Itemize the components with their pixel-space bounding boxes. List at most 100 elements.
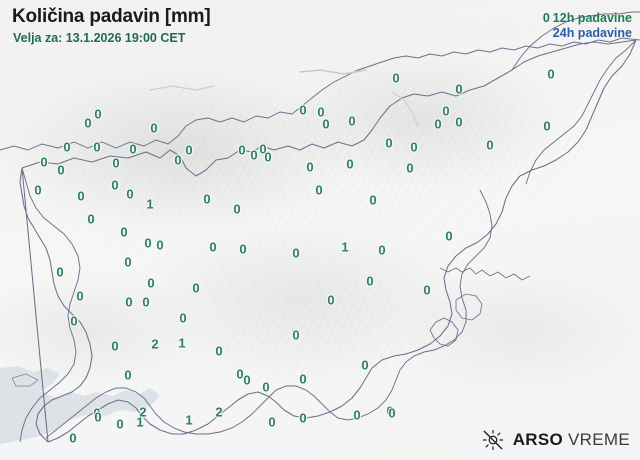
station-value: 0 xyxy=(129,141,137,157)
station-value: 0 xyxy=(156,237,164,253)
station-value: 0 xyxy=(388,405,396,421)
station-value: 0 xyxy=(34,182,42,198)
station-value: 0 xyxy=(116,416,124,432)
station-value: 0 xyxy=(203,191,211,207)
station-value: 0 xyxy=(125,294,133,310)
station-value: 0 xyxy=(353,407,361,423)
legend-label-12h: 12h padavine xyxy=(552,11,632,25)
station-value: 2 xyxy=(215,404,223,420)
station-value: 0 xyxy=(445,228,453,244)
station-value: 0 xyxy=(259,141,267,157)
page-title: Količina padavin [mm] xyxy=(12,6,211,27)
station-value: 0 xyxy=(306,159,314,175)
station-value: 0 xyxy=(124,367,132,383)
station-value: 0 xyxy=(93,139,101,155)
station-value: 0 xyxy=(77,188,85,204)
station-value: 0 xyxy=(111,177,119,193)
station-value: 0 xyxy=(57,162,65,178)
station-value: 0 xyxy=(87,211,95,227)
station-value: 0 xyxy=(124,254,132,270)
station-value: 0 xyxy=(292,327,300,343)
station-value: 0 xyxy=(348,113,356,129)
station-value: 0 xyxy=(94,106,102,122)
station-value: 0 xyxy=(299,410,307,426)
station-value: 0 xyxy=(84,115,92,131)
station-value: 1 xyxy=(341,239,349,255)
station-value: 0 xyxy=(147,275,155,291)
station-value: 1 xyxy=(146,196,154,212)
arso-vreme-logo: ARSO VREME xyxy=(482,429,630,451)
station-value: 0 xyxy=(386,403,394,419)
station-value: 0 xyxy=(70,313,78,329)
station-value: 0 xyxy=(233,201,241,217)
station-value: 0 xyxy=(486,137,494,153)
station-value: 0 xyxy=(69,430,77,446)
station-value: 0 xyxy=(243,372,251,388)
station-value: 0 xyxy=(322,116,330,132)
station-value: 0 xyxy=(410,139,418,155)
station-value: 0 xyxy=(150,120,158,136)
station-value: 0 xyxy=(315,182,323,198)
station-value: 0 xyxy=(434,116,442,132)
station-value: 0 xyxy=(299,102,307,118)
legend-row-12h: 0 12h padavine xyxy=(543,11,632,26)
station-value: 0 xyxy=(174,152,182,168)
station-value: 0 xyxy=(543,118,551,134)
station-value: 0 xyxy=(112,155,120,171)
station-value: 0 xyxy=(185,142,193,158)
legend-value-swatch: 0 xyxy=(542,11,550,25)
station-value: 2 xyxy=(151,336,159,352)
station-value: 0 xyxy=(93,405,101,421)
station-value: 0 xyxy=(264,149,272,165)
station-value: 0 xyxy=(126,186,134,202)
station-value: 0 xyxy=(292,245,300,261)
station-value: 0 xyxy=(209,239,217,255)
station-value: 0 xyxy=(56,264,64,280)
station-value: 0 xyxy=(250,147,258,163)
station-value: 0 xyxy=(142,294,150,310)
station-value: 0 xyxy=(366,273,374,289)
station-value: 0 xyxy=(239,241,247,257)
station-value: 0 xyxy=(423,282,431,298)
station-value: 0 xyxy=(369,192,377,208)
valid-time-subtitle: Velja za: 13.1.2026 19:00 CET xyxy=(13,31,186,45)
logo-light-text: VREME xyxy=(568,430,630,449)
station-value: 0 xyxy=(94,409,102,425)
station-value: 0 xyxy=(455,114,463,130)
station-value: 0 xyxy=(144,235,152,251)
station-value: 0 xyxy=(192,280,200,296)
legend-row-24h: 24h padavine xyxy=(543,26,632,41)
station-value: 0 xyxy=(547,66,555,82)
station-value: 1 xyxy=(136,414,144,430)
logo-bold-text: ARSO xyxy=(512,430,569,449)
station-value: 0 xyxy=(63,139,71,155)
station-value: 0 xyxy=(215,343,223,359)
station-value: 2 xyxy=(139,404,147,420)
station-value: 0 xyxy=(455,81,463,97)
station-value: 0 xyxy=(179,310,187,326)
station-value: 0 xyxy=(385,135,393,151)
arso-wordmark: ARSO VREME xyxy=(513,430,630,450)
legend: 0 12h padavine 24h padavine xyxy=(543,11,632,41)
station-value: 1 xyxy=(185,412,193,428)
station-value: 0 xyxy=(238,142,246,158)
station-value: 0 xyxy=(40,154,48,170)
station-value: 0 xyxy=(392,70,400,86)
station-value: 0 xyxy=(327,292,335,308)
station-value: 0 xyxy=(378,242,386,258)
station-value: 0 xyxy=(406,160,414,176)
station-value: 0 xyxy=(346,156,354,172)
sun-slashed-icon xyxy=(482,429,503,451)
station-value: 1 xyxy=(178,335,186,351)
station-value: 0 xyxy=(120,224,128,240)
station-value: 0 xyxy=(361,357,369,373)
station-value: 0 xyxy=(236,366,244,382)
station-value: 0 xyxy=(111,338,119,354)
station-value: 0 xyxy=(442,103,450,119)
station-value: 0 xyxy=(262,379,270,395)
station-value: 0 xyxy=(317,104,325,120)
station-value: 0 xyxy=(268,414,276,430)
station-value: 0 xyxy=(76,288,84,304)
